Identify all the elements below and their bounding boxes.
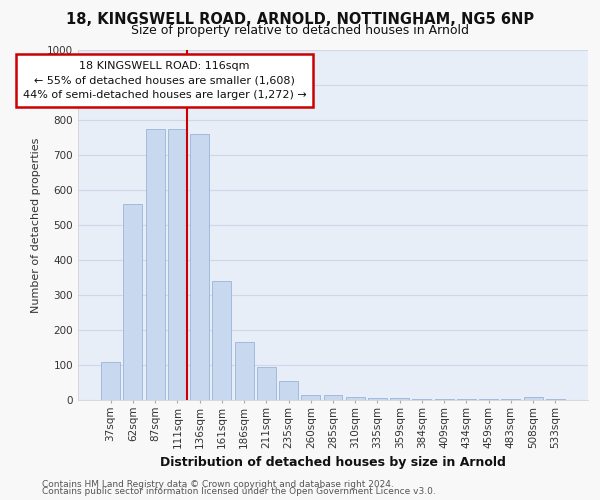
- Bar: [412, 399, 431, 400]
- Bar: [190, 134, 209, 400]
- Bar: [346, 396, 365, 400]
- Bar: [279, 381, 298, 400]
- Bar: [435, 399, 454, 400]
- Bar: [212, 281, 231, 400]
- Bar: [323, 395, 343, 400]
- Y-axis label: Number of detached properties: Number of detached properties: [31, 138, 41, 312]
- Bar: [124, 204, 142, 400]
- Text: Contains public sector information licensed under the Open Government Licence v3: Contains public sector information licen…: [42, 488, 436, 496]
- Text: 18 KINGSWELL ROAD: 116sqm
← 55% of detached houses are smaller (1,608)
44% of se: 18 KINGSWELL ROAD: 116sqm ← 55% of detac…: [23, 60, 307, 100]
- Bar: [101, 362, 120, 400]
- Text: Size of property relative to detached houses in Arnold: Size of property relative to detached ho…: [131, 24, 469, 37]
- Bar: [257, 367, 276, 400]
- Text: 18, KINGSWELL ROAD, ARNOLD, NOTTINGHAM, NG5 6NP: 18, KINGSWELL ROAD, ARNOLD, NOTTINGHAM, …: [66, 12, 534, 28]
- Bar: [301, 395, 320, 400]
- Text: Contains HM Land Registry data © Crown copyright and database right 2024.: Contains HM Land Registry data © Crown c…: [42, 480, 394, 489]
- Bar: [524, 396, 542, 400]
- Bar: [146, 128, 164, 400]
- Bar: [368, 398, 387, 400]
- Bar: [390, 398, 409, 400]
- Bar: [168, 128, 187, 400]
- Bar: [235, 342, 254, 400]
- X-axis label: Distribution of detached houses by size in Arnold: Distribution of detached houses by size …: [160, 456, 506, 469]
